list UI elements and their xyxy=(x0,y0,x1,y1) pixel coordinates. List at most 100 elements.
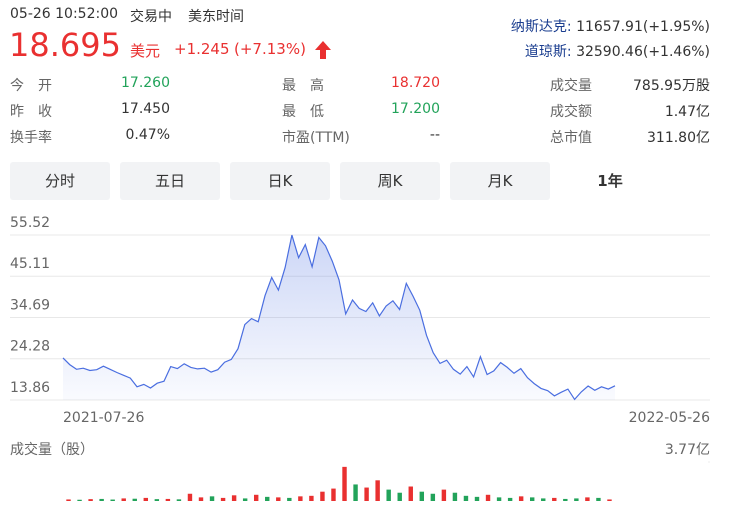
change-pct: (+7.13%) xyxy=(234,40,306,58)
volume-bar xyxy=(408,486,413,501)
stat-value: 0.47% xyxy=(125,127,170,143)
y-tick-label: 3.77亿 xyxy=(665,442,710,458)
volume-bar xyxy=(463,495,469,501)
tab[interactable]: 月K xyxy=(450,162,550,200)
index-name: 纳斯达克: xyxy=(510,19,572,35)
index-value: 32590.46(+1.46%) xyxy=(576,44,710,60)
stat-label: 成交量 xyxy=(550,78,592,94)
volume-bar xyxy=(485,494,491,501)
volume-bar xyxy=(585,497,590,501)
volume-bar xyxy=(397,492,402,501)
volume-bar xyxy=(187,493,193,501)
volume-bar xyxy=(518,496,524,501)
tab[interactable]: 1年 xyxy=(560,162,660,200)
volume-bar xyxy=(242,498,248,501)
tab[interactable]: 日K xyxy=(230,162,330,200)
y-tick-label: 55.52 xyxy=(10,215,50,231)
volume-bar xyxy=(419,491,425,501)
index-row: 道琼斯: 32590.46(+1.46%) xyxy=(525,41,710,61)
stat-label: 昨 收 xyxy=(10,104,52,120)
volume-bar xyxy=(99,498,104,501)
stat-value: 311.80亿 xyxy=(647,130,710,146)
y-tick-label: 13.86 xyxy=(10,380,50,396)
y-tick-label: 24.28 xyxy=(10,339,50,355)
volume-bar xyxy=(574,498,579,501)
volume-bar xyxy=(165,498,171,501)
volume-bar xyxy=(88,499,93,501)
stat-value: 1.47亿 xyxy=(664,104,710,120)
index-name: 道琼斯: xyxy=(524,44,572,60)
price-line xyxy=(62,234,616,401)
volume-bar xyxy=(342,466,347,501)
volume-bar xyxy=(66,499,71,501)
volume-bar xyxy=(596,497,601,501)
status: 交易中 xyxy=(130,9,172,25)
currency: 美元 xyxy=(130,42,161,60)
volume-bar xyxy=(529,497,535,501)
tab[interactable]: 五日 xyxy=(120,162,220,200)
volume-bar xyxy=(298,496,303,501)
stat-label: 最 高 xyxy=(282,78,324,94)
volume-bar xyxy=(154,499,160,501)
x-tick-label: 2021-07-26 xyxy=(63,410,144,426)
volume-bar xyxy=(77,499,82,501)
volume-title: 成交量（股） xyxy=(10,441,94,458)
volume-bar xyxy=(386,489,391,501)
volume-bar xyxy=(220,497,226,501)
volume-bar xyxy=(198,497,204,501)
stat-value: -- xyxy=(429,127,440,143)
stat-label: 换手率 xyxy=(10,130,52,146)
volume-bar xyxy=(364,487,369,501)
stat-label: 市盈(TTM) xyxy=(282,130,350,146)
volume-bar xyxy=(276,497,281,501)
stat-label: 总市值 xyxy=(550,130,592,146)
stat-value: 18.720 xyxy=(391,75,440,91)
volume-bar xyxy=(607,499,612,501)
volume-bar xyxy=(309,495,314,501)
change: +1.245 xyxy=(174,40,230,58)
volume-bar xyxy=(430,493,436,501)
stat-label: 今 开 xyxy=(10,78,52,94)
volume-bar xyxy=(287,497,292,501)
volume-bar xyxy=(132,498,137,501)
time: 05-26 10:52:00 xyxy=(10,6,119,22)
index-value: 11657.91(+1.95%) xyxy=(576,19,710,35)
stat-value: 17.200 xyxy=(391,101,440,117)
timezone: 美东时间 xyxy=(188,9,244,25)
volume-bar xyxy=(265,496,270,501)
stat-label: 最 低 xyxy=(282,104,324,120)
tab[interactable]: 分时 xyxy=(10,162,110,200)
volume-bar xyxy=(474,496,480,501)
stat-label: 成交额 xyxy=(550,104,592,120)
volume-bar xyxy=(441,489,447,501)
y-tick-label: 45.11 xyxy=(10,256,50,272)
stat-value: 17.260 xyxy=(121,75,170,91)
volume-bar xyxy=(507,497,513,501)
price: 18.695 xyxy=(9,26,121,64)
volume-bar xyxy=(143,497,149,501)
index-row: 纳斯达克: 11657.91(+1.95%) xyxy=(511,16,710,36)
x-tick-label: 2022-05-26 xyxy=(629,410,710,426)
volume-bar xyxy=(253,494,259,501)
volume-bar xyxy=(176,499,182,501)
area xyxy=(63,235,615,400)
volume-bar xyxy=(563,498,568,501)
volume-bar xyxy=(209,496,215,501)
volume-bar xyxy=(110,499,115,501)
volume-bar xyxy=(496,497,502,501)
up-arrow xyxy=(315,41,331,59)
volume-bar xyxy=(353,484,358,501)
y-tick-label: 34.69 xyxy=(10,298,50,314)
volume-bar xyxy=(231,495,237,501)
stat-value: 785.95万股 xyxy=(633,78,710,94)
volume-bar xyxy=(452,492,458,501)
volume-bar xyxy=(121,498,126,501)
volume-bar xyxy=(552,497,557,501)
tab[interactable]: 周K xyxy=(340,162,440,200)
stat-value: 17.450 xyxy=(121,101,170,117)
volume-bar xyxy=(541,498,546,501)
volume-bar xyxy=(331,488,336,501)
